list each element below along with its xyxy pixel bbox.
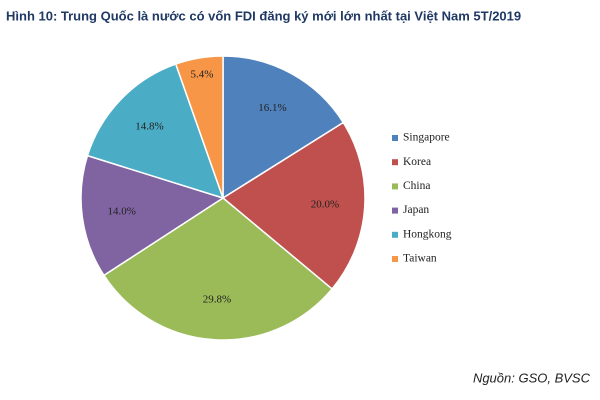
data-label: 16.1% (258, 102, 286, 114)
data-label: 20.0% (311, 198, 339, 210)
data-label: 29.8% (203, 294, 231, 306)
legend-swatch (392, 159, 398, 166)
legend-label: Hongkong (403, 228, 452, 240)
pie-slice (102, 197, 334, 341)
legend-label: Taiwan (403, 253, 437, 265)
legend-swatch (392, 135, 398, 141)
legend-label: China (403, 180, 430, 192)
pie-slice (80, 154, 225, 277)
legend-swatch (392, 183, 398, 190)
legend-label: Singapore (403, 132, 450, 144)
legend-swatch (392, 256, 398, 262)
legend-swatch (392, 231, 398, 238)
data-label: 14.8% (135, 121, 163, 133)
legend-label: Korea (403, 156, 431, 168)
legend-label: Japan (403, 204, 429, 216)
legend-swatch (392, 207, 398, 214)
source-note: Nguồn: GSO, BVSC (473, 370, 591, 385)
chart-title: Hình 10: Trung Quốc là nước có vốn FDI đ… (6, 8, 521, 23)
pie-slice (221, 121, 366, 291)
pie-slice (86, 63, 225, 200)
pie-slice (222, 55, 345, 200)
data-label: 5.4% (190, 68, 213, 80)
pie-slice (174, 55, 224, 199)
data-label: 14.0% (108, 205, 136, 217)
